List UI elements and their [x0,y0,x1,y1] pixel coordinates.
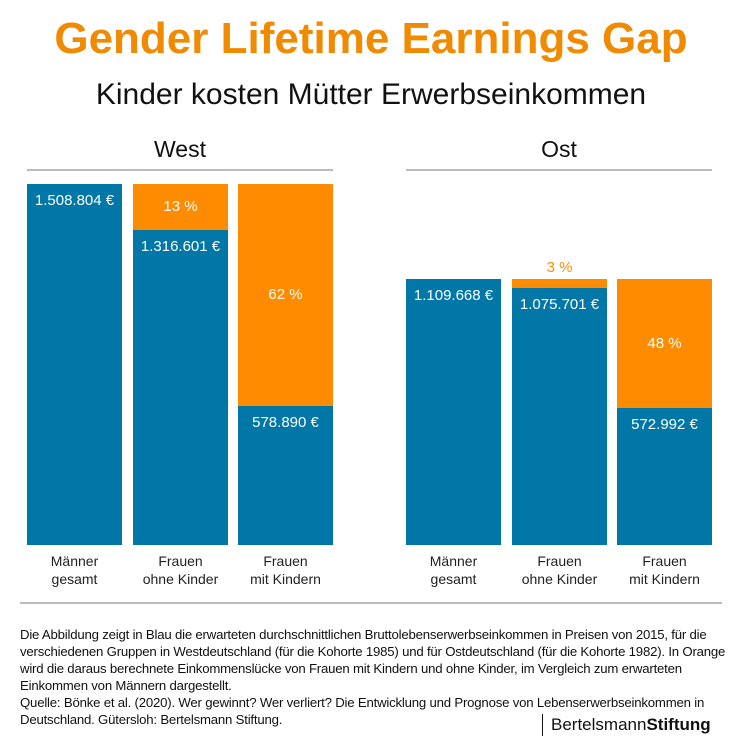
value-label: 1.508.804 € [34,192,115,209]
bar-gap [512,279,607,288]
bertelsmann-logo: BertelsmannStiftung [542,714,711,736]
bar-gap [617,279,712,408]
value-label: 578.890 € [252,414,319,432]
bar-earnings [406,279,501,545]
value-label: 1.316.601 € [140,237,221,255]
logo-text-bold: Stiftung [646,715,711,734]
source-text: Quelle: Bönke et al. (2020). Wer gewinnt… [20,695,705,727]
title: Gender Lifetime Earnings Gap [54,14,688,63]
bar-earnings [617,407,712,545]
subtitle: Kinder kosten Mütter Erwerbseinkommen [95,78,647,111]
bar-gap [133,184,228,230]
panel-title-west: West [154,136,206,162]
bar-earnings [27,184,122,545]
bar-earnings [238,406,333,545]
panel-title-ost: Ost [541,136,577,162]
footnote: Die Abbildung zeigt in Blau die erwartet… [20,626,732,728]
logo-text: Bertelsmann [551,715,647,734]
category-label: Frauen ohne Kinder [521,553,598,587]
gap-label: 3 % [546,259,573,277]
value-label: 1.075.701 € [519,295,600,313]
value-label: 572.992 € [631,415,698,433]
bar-earnings [512,287,607,545]
gap-label: 13 % [163,197,198,215]
category-label: Männer gesamt [429,553,478,587]
gap-label: 48 % [647,334,682,352]
category-label: Männer gesamt [50,553,99,587]
bar-earnings [133,229,228,545]
category-label: Frauen mit Kindern [250,553,321,587]
value-label: 1.109.668 € [413,287,494,305]
divider [27,169,333,171]
category-label: Frauen ohne Kinder [142,553,219,587]
gap-label: 62 % [268,286,303,304]
category-label: Frauen mit Kindern [629,553,700,587]
divider [20,602,722,604]
divider [406,169,712,171]
bar-gap [238,184,333,407]
footnote-text: Die Abbildung zeigt in Blau die erwartet… [20,627,726,693]
